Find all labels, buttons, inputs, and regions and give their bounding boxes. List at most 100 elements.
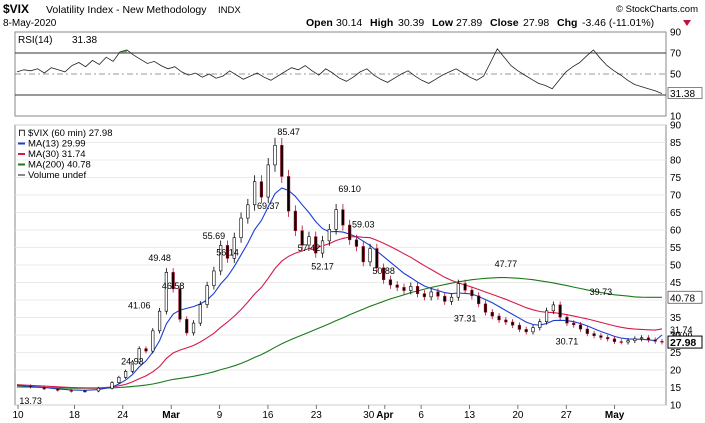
badge-value: 31.74 — [670, 325, 693, 335]
candle-body — [565, 316, 569, 324]
price-tick-label: 90 — [670, 121, 682, 132]
candle-body — [388, 279, 393, 286]
legend-label: MA(13) 29.99 — [28, 139, 86, 150]
candle-body — [212, 270, 216, 286]
candle-body — [300, 230, 304, 246]
high-value: 30.39 — [398, 17, 424, 29]
candle-body — [626, 340, 630, 343]
candle-body — [28, 385, 33, 388]
candle-body — [640, 337, 644, 340]
x-axis: 10 18 24 Mar 9 16 23 30 Apr 6 13 20 27 May — [12, 405, 625, 421]
x-tick-label: Apr — [376, 410, 393, 421]
price-tick-label: 15 — [670, 383, 682, 394]
legend-label: $VIX (60 min) 27.98 — [28, 128, 113, 139]
candle-body — [266, 164, 270, 198]
symbol: $VIX — [3, 2, 29, 16]
candle-body — [415, 286, 420, 295]
candle-body — [456, 283, 460, 298]
price-annotation: 69.10 — [338, 184, 361, 194]
chg-label: Chg — [557, 17, 577, 29]
rsi-badge-value: 31.38 — [670, 89, 695, 100]
exchange: INDX — [218, 5, 241, 16]
price-annotation: 37.31 — [454, 313, 477, 323]
candle-body — [544, 310, 549, 323]
candle-body — [592, 333, 596, 337]
legend-label: MA(200) 40.78 — [28, 160, 91, 171]
candle-body — [429, 291, 433, 298]
candle-body — [572, 322, 576, 326]
candle-body — [191, 322, 196, 334]
rsi-legend-value: 31.38 — [72, 35, 97, 46]
candle-body — [334, 209, 338, 230]
candle-body — [395, 284, 399, 288]
candle-body — [225, 245, 230, 259]
x-tick-label: May — [605, 410, 625, 421]
price-tick-label: 55 — [670, 243, 682, 254]
price-annotation: 50.88 — [372, 266, 395, 276]
open-value: 30.14 — [336, 17, 362, 29]
candle-body — [653, 339, 657, 342]
candle-body — [443, 295, 447, 302]
low-label: Low — [432, 17, 454, 29]
candle-body — [130, 361, 135, 372]
candle-body — [449, 296, 454, 302]
x-tick-label: 20 — [512, 410, 524, 421]
candle-body — [178, 288, 182, 320]
candle-body — [612, 338, 617, 342]
candle-body — [483, 303, 488, 313]
price-annotation: 55.69 — [203, 231, 226, 241]
x-tick-label: 6 — [418, 410, 424, 421]
price-tick-label: 45 — [670, 278, 682, 289]
candle-body — [164, 272, 168, 312]
candle-body — [585, 328, 589, 334]
candle-body — [470, 289, 474, 297]
candle-body — [253, 181, 257, 206]
candle-body — [375, 248, 379, 269]
candle-body — [490, 311, 494, 317]
candle-body — [599, 335, 603, 338]
price-annotation: 59.03 — [352, 219, 375, 229]
candle-body — [157, 310, 162, 332]
candle-body — [110, 382, 114, 389]
candle-body — [524, 329, 528, 333]
price-annotation: 13.73 — [19, 396, 42, 406]
rsi-tick-label: 10 — [670, 112, 682, 123]
candle-body — [171, 272, 175, 290]
x-tick-label: 23 — [311, 410, 323, 421]
price-annotation: 30.71 — [556, 337, 579, 347]
candle-body — [422, 293, 426, 298]
price-annotation: 47.77 — [495, 259, 518, 269]
rsi-panel: 1030507090 RSI(14) 31.38 31.38 — [14, 28, 703, 123]
badge-value: 27.98 — [670, 337, 696, 349]
price-tick-label: 20 — [670, 366, 682, 377]
candle-body — [354, 239, 359, 247]
price-annotation: 52.17 — [311, 261, 334, 271]
candle-body — [293, 210, 297, 232]
price-tick-label: 85 — [670, 138, 682, 149]
candle-body — [633, 338, 637, 341]
x-tick-label: 9 — [217, 410, 223, 421]
candle-body — [137, 348, 141, 363]
candle-body — [327, 229, 331, 242]
candle-body — [96, 387, 101, 392]
candle-body — [286, 176, 291, 212]
price-y-tick-labels: 1015202530354045505560657075808590 — [670, 121, 682, 412]
x-tick-label: 10 — [12, 410, 24, 421]
candle-body — [314, 236, 318, 254]
candle-body — [348, 224, 352, 241]
rsi-tick-label: 90 — [670, 28, 682, 39]
close-value: 27.98 — [523, 17, 549, 29]
candle-body — [504, 319, 508, 323]
candle-body — [402, 287, 406, 291]
open-label: Open — [306, 17, 333, 29]
candle-body — [69, 389, 73, 392]
candle-body — [56, 388, 60, 391]
price-tick-label: 75 — [670, 173, 682, 184]
price-annotation: 69.37 — [257, 201, 280, 211]
price-tick-label: 25 — [670, 348, 682, 359]
candle-body — [660, 340, 664, 343]
price-tick-label: 50 — [670, 261, 682, 272]
